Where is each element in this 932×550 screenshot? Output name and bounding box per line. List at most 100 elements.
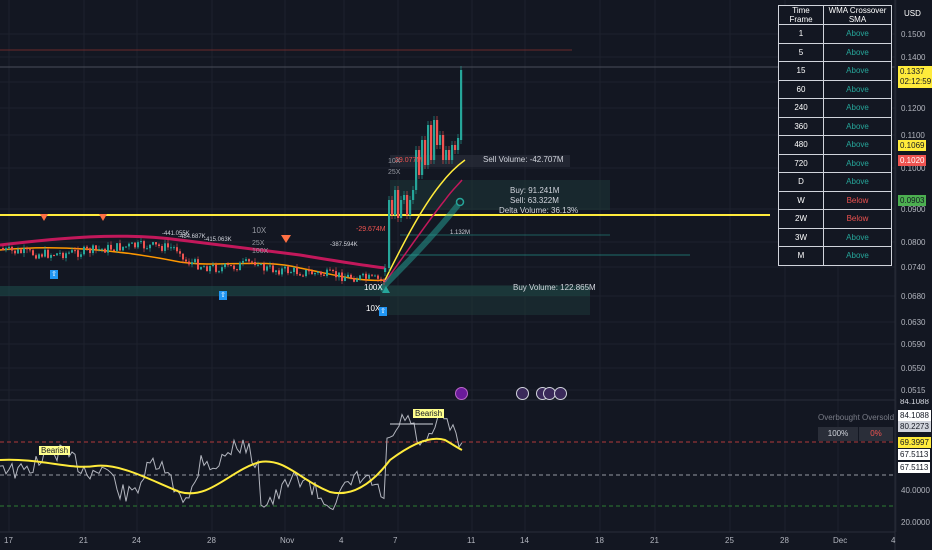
candle-body [71, 250, 73, 253]
candle-body [272, 265, 274, 273]
vol-annot-3: -415.063K [204, 237, 232, 243]
last-price-value: 0.1337 [900, 67, 925, 76]
candle-body [281, 268, 283, 275]
candle-body [65, 253, 67, 259]
bearish-label-1: Bearish [39, 446, 71, 455]
candle-body [113, 249, 115, 251]
candle-body [5, 248, 7, 251]
candle-body [227, 263, 229, 266]
timeframe-cell: 480 [778, 135, 824, 155]
candle-body [326, 269, 328, 276]
candle-body [224, 263, 226, 268]
candle-body [101, 248, 103, 250]
timeframe-cell: D [778, 172, 824, 192]
candle-body [293, 267, 295, 273]
candle-body [215, 264, 217, 272]
price-tick: 0.0550 [901, 364, 926, 373]
candle-body [412, 190, 415, 200]
candle-body [125, 246, 127, 248]
oversold-value: 0% [859, 427, 893, 441]
flag-icon-2[interactable]: ⇧ [219, 291, 227, 300]
currency-label[interactable]: USD [904, 9, 921, 18]
osc-badge-2: 80.2273 [898, 421, 931, 432]
candle-body [173, 247, 175, 249]
candle-body [266, 266, 268, 271]
osc-fast-line [0, 410, 463, 511]
down-triangle-3 [281, 235, 291, 243]
candle-body [11, 246, 13, 251]
candle-body [397, 190, 400, 218]
time-tick: 11 [467, 536, 476, 545]
candle-body [26, 248, 28, 250]
candle-body [230, 265, 232, 267]
candle-body [158, 244, 160, 246]
status-cell: Above [823, 79, 892, 99]
flag-icon-1[interactable]: ⇧ [50, 270, 58, 279]
timeframe-cell: 360 [778, 116, 824, 136]
candle-body [278, 270, 280, 275]
lev-100x-b: 100X [364, 283, 383, 292]
time-tick: Dec [833, 536, 848, 545]
countdown-value: 02:12:59 [900, 77, 932, 86]
flag-icon-3[interactable]: ⇧ [379, 307, 387, 316]
candle-body [116, 243, 118, 251]
candle-body [191, 262, 193, 265]
candle-body [341, 272, 343, 282]
chart-grid [0, 0, 897, 532]
candle-body [320, 271, 322, 275]
candle-body [92, 245, 94, 254]
time-tick: 24 [132, 536, 141, 545]
candle-body [98, 249, 100, 251]
candle-body [377, 275, 379, 279]
candle-body [344, 277, 346, 282]
candle-body [35, 255, 37, 259]
candle-body [236, 269, 238, 271]
down-triangle-1 [40, 214, 48, 221]
candle-body [176, 247, 178, 252]
candle-body [233, 265, 235, 270]
volume-zone [0, 286, 590, 296]
candle-body [122, 246, 124, 251]
us-flag-event-icon-4[interactable] [554, 387, 567, 400]
price-tick: 0.0740 [901, 263, 926, 272]
us-flag-event-icon-1[interactable] [516, 387, 529, 400]
candle-body [50, 255, 52, 258]
candle-body [371, 274, 373, 276]
candle-body [284, 266, 286, 269]
candle-body [350, 274, 352, 279]
time-tick: 28 [780, 536, 789, 545]
candle-body [433, 120, 436, 160]
candle-body [311, 271, 313, 275]
osc-top-partial: 84.1088 [898, 399, 931, 407]
osc-badge-1: 84.1088 [898, 410, 931, 421]
osc-badge-4: 67.5113 [898, 449, 931, 460]
candle-body [418, 150, 421, 175]
candle-body [182, 253, 184, 260]
candle-body [245, 259, 247, 261]
candle-body [388, 200, 391, 268]
signal-circle [455, 197, 465, 207]
candle-body [457, 138, 460, 150]
candle-body [104, 248, 106, 253]
candle-body [448, 150, 451, 160]
candle-body [329, 269, 331, 271]
price-candles [2, 66, 463, 285]
timeframe-cell: 720 [778, 153, 824, 173]
candle-body [314, 273, 316, 275]
candle-body [206, 266, 208, 272]
table-row: 3W Above [778, 227, 892, 247]
up-triangle [382, 286, 390, 293]
lightning-event-icon[interactable] [455, 387, 468, 400]
price-tick: 0.1000 [901, 164, 926, 173]
status-cell: Below [823, 190, 892, 210]
lev-10x-c: 10X [366, 304, 381, 313]
status-cell: Below [823, 209, 892, 229]
ma-line-pink-up [384, 179, 463, 283]
candle-body [53, 255, 55, 257]
vol-annot-7: 29.077M [395, 157, 423, 164]
candle-body [17, 249, 19, 254]
candle-body [119, 243, 121, 251]
candle-body [427, 125, 430, 165]
buy-label: Buy: 91.241M [510, 186, 560, 195]
